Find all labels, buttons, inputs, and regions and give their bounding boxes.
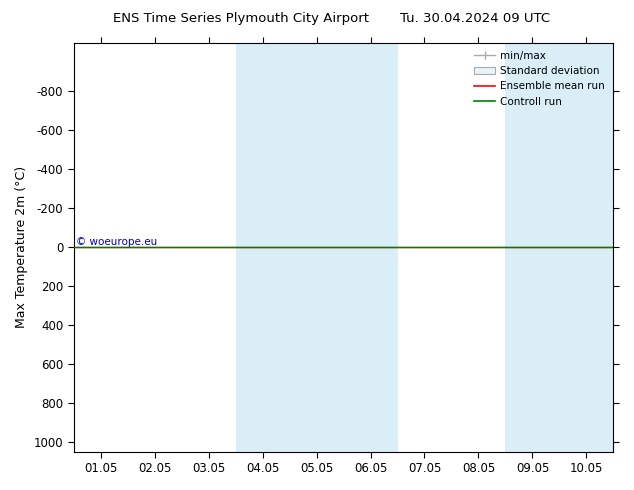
- Bar: [236, 43, 290, 452]
- Bar: [290, 43, 398, 452]
- Legend: min/max, Standard deviation, Ensemble mean run, Controll run: min/max, Standard deviation, Ensemble me…: [471, 48, 608, 110]
- Bar: [505, 43, 614, 452]
- Text: © woeurope.eu: © woeurope.eu: [76, 237, 157, 247]
- Text: ENS Time Series Plymouth City Airport: ENS Time Series Plymouth City Airport: [113, 12, 369, 25]
- Text: Tu. 30.04.2024 09 UTC: Tu. 30.04.2024 09 UTC: [401, 12, 550, 25]
- Y-axis label: Max Temperature 2m (°C): Max Temperature 2m (°C): [15, 166, 28, 328]
